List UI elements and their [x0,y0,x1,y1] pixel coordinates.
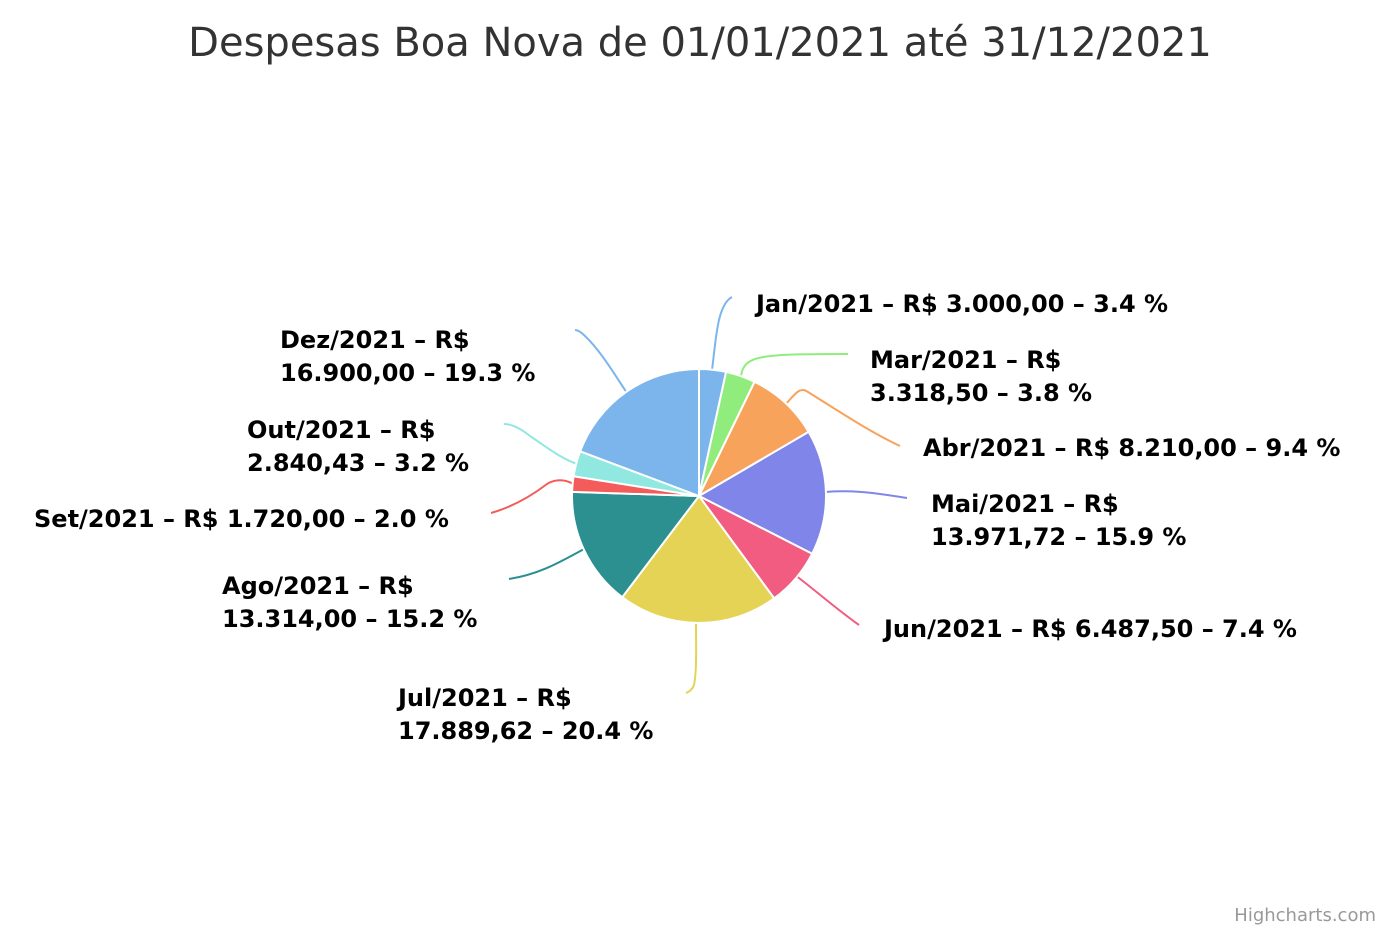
connector-jul-2021 [685,623,698,694]
connector-mar-2021 [740,353,849,377]
data-label-jul-2021: Jul/2021 – R$ 17.889,62 – 20.4 % [396,684,653,745]
data-label-jun-2021: Jun/2021 – R$ 6.487,50 – 7.4 % [882,615,1297,643]
pie-slice-ago-2021[interactable] [571,490,700,599]
chart-title: Despesas Boa Nova de 01/01/2021 até 31/1… [188,20,1212,66]
data-label-abr-2021: Abr/2021 – R$ 8.210,00 – 9.4 % [923,434,1340,462]
connector-set-2021 [490,479,574,514]
connector-jan-2021 [711,296,733,371]
data-label-mar-2021: Mar/2021 – R$ 3.318,50 – 3.8 % [870,346,1092,407]
connector-dez-2021 [574,329,628,394]
data-labels: Jan/2021 – R$ 3.000,00 – 3.4 % Mar/2021 –… [34,290,1340,745]
pie-slice-dez-2021[interactable] [579,368,700,497]
connector-ago-2021 [508,548,585,580]
label-connectors [490,296,908,694]
connector-abr-2021 [785,388,901,447]
pie-slice-mai-2021[interactable] [698,430,827,555]
connector-out-2021 [503,423,578,465]
connector-mai-2021 [824,490,908,499]
data-label-jan-2021: Jan/2021 – R$ 3.000,00 – 3.4 % [754,290,1168,318]
data-label-mai-2021: Mai/2021 – R$ 13.971,72 – 15.9 % [931,490,1186,551]
data-label-ago-2021: Ago/2021 – R$ 13.314,00 – 15.2 % [222,572,477,633]
data-label-set-2021: Set/2021 – R$ 1.720,00 – 2.0 % [34,505,449,533]
data-label-dez-2021: Dez/2021 – R$ 16.900,00 – 19.3 % [280,326,535,387]
connector-jun-2021 [794,574,860,626]
pie-slices [571,368,827,624]
data-label-out-2021: Out/2021 – R$ 2.840,43 – 3.2 % [247,416,469,477]
highcharts-credit[interactable]: Highcharts.com [1234,905,1376,926]
pie-slice-jul-2021[interactable] [621,495,776,624]
